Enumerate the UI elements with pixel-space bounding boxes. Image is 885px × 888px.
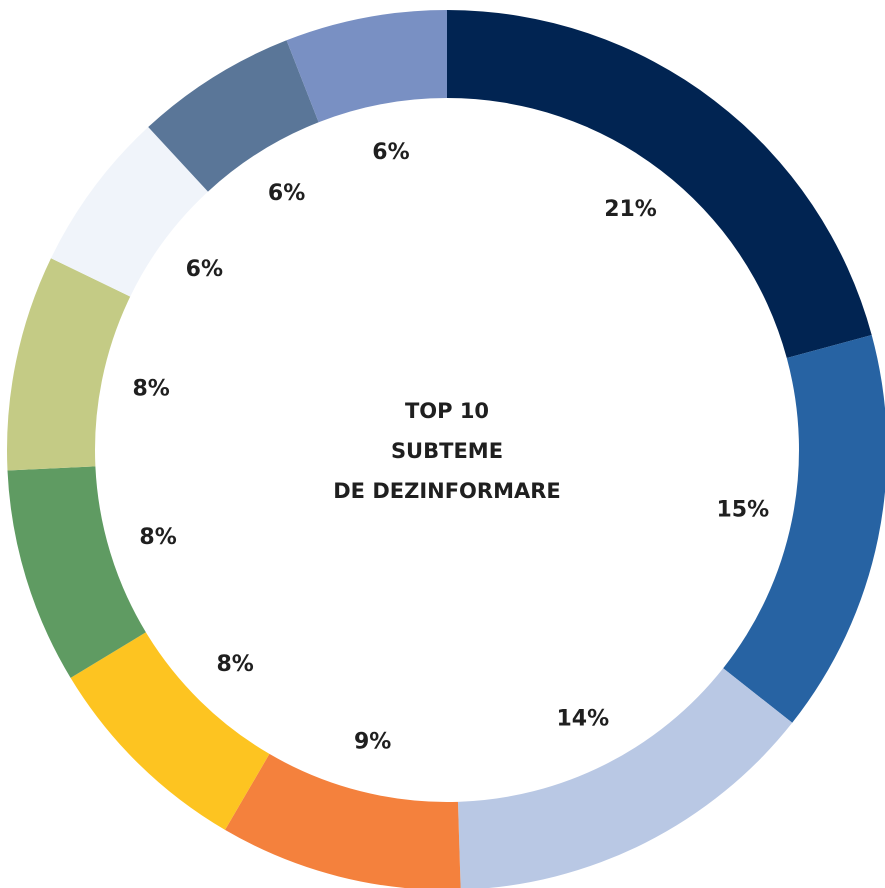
data-label: 8% <box>132 376 169 401</box>
donut-segment <box>447 10 872 359</box>
data-label: 8% <box>139 525 176 550</box>
donut-segment <box>148 40 319 192</box>
donut-segment <box>7 466 146 678</box>
data-label: 8% <box>216 652 253 677</box>
donut-segment <box>723 335 885 723</box>
donut-segment <box>286 10 447 123</box>
donut-segment <box>6 258 131 471</box>
center-line: TOP 10 <box>405 399 489 423</box>
center-line: DE DEZINFORMARE <box>333 479 561 503</box>
center-line: SUBTEME <box>391 439 503 463</box>
data-label: 6% <box>186 257 223 282</box>
data-label: 6% <box>268 181 305 206</box>
data-label: 14% <box>557 707 610 732</box>
donut-segment <box>225 753 461 888</box>
data-label: 9% <box>354 730 391 755</box>
donut-segment <box>70 632 270 830</box>
data-label: 6% <box>372 140 409 165</box>
center-text: TOP 10 SUBTEME DE DEZINFORMARE <box>333 399 561 503</box>
donut-segment <box>457 668 793 888</box>
donut-segment <box>50 127 208 297</box>
data-label: 15% <box>717 498 770 523</box>
data-label: 21% <box>604 197 657 222</box>
